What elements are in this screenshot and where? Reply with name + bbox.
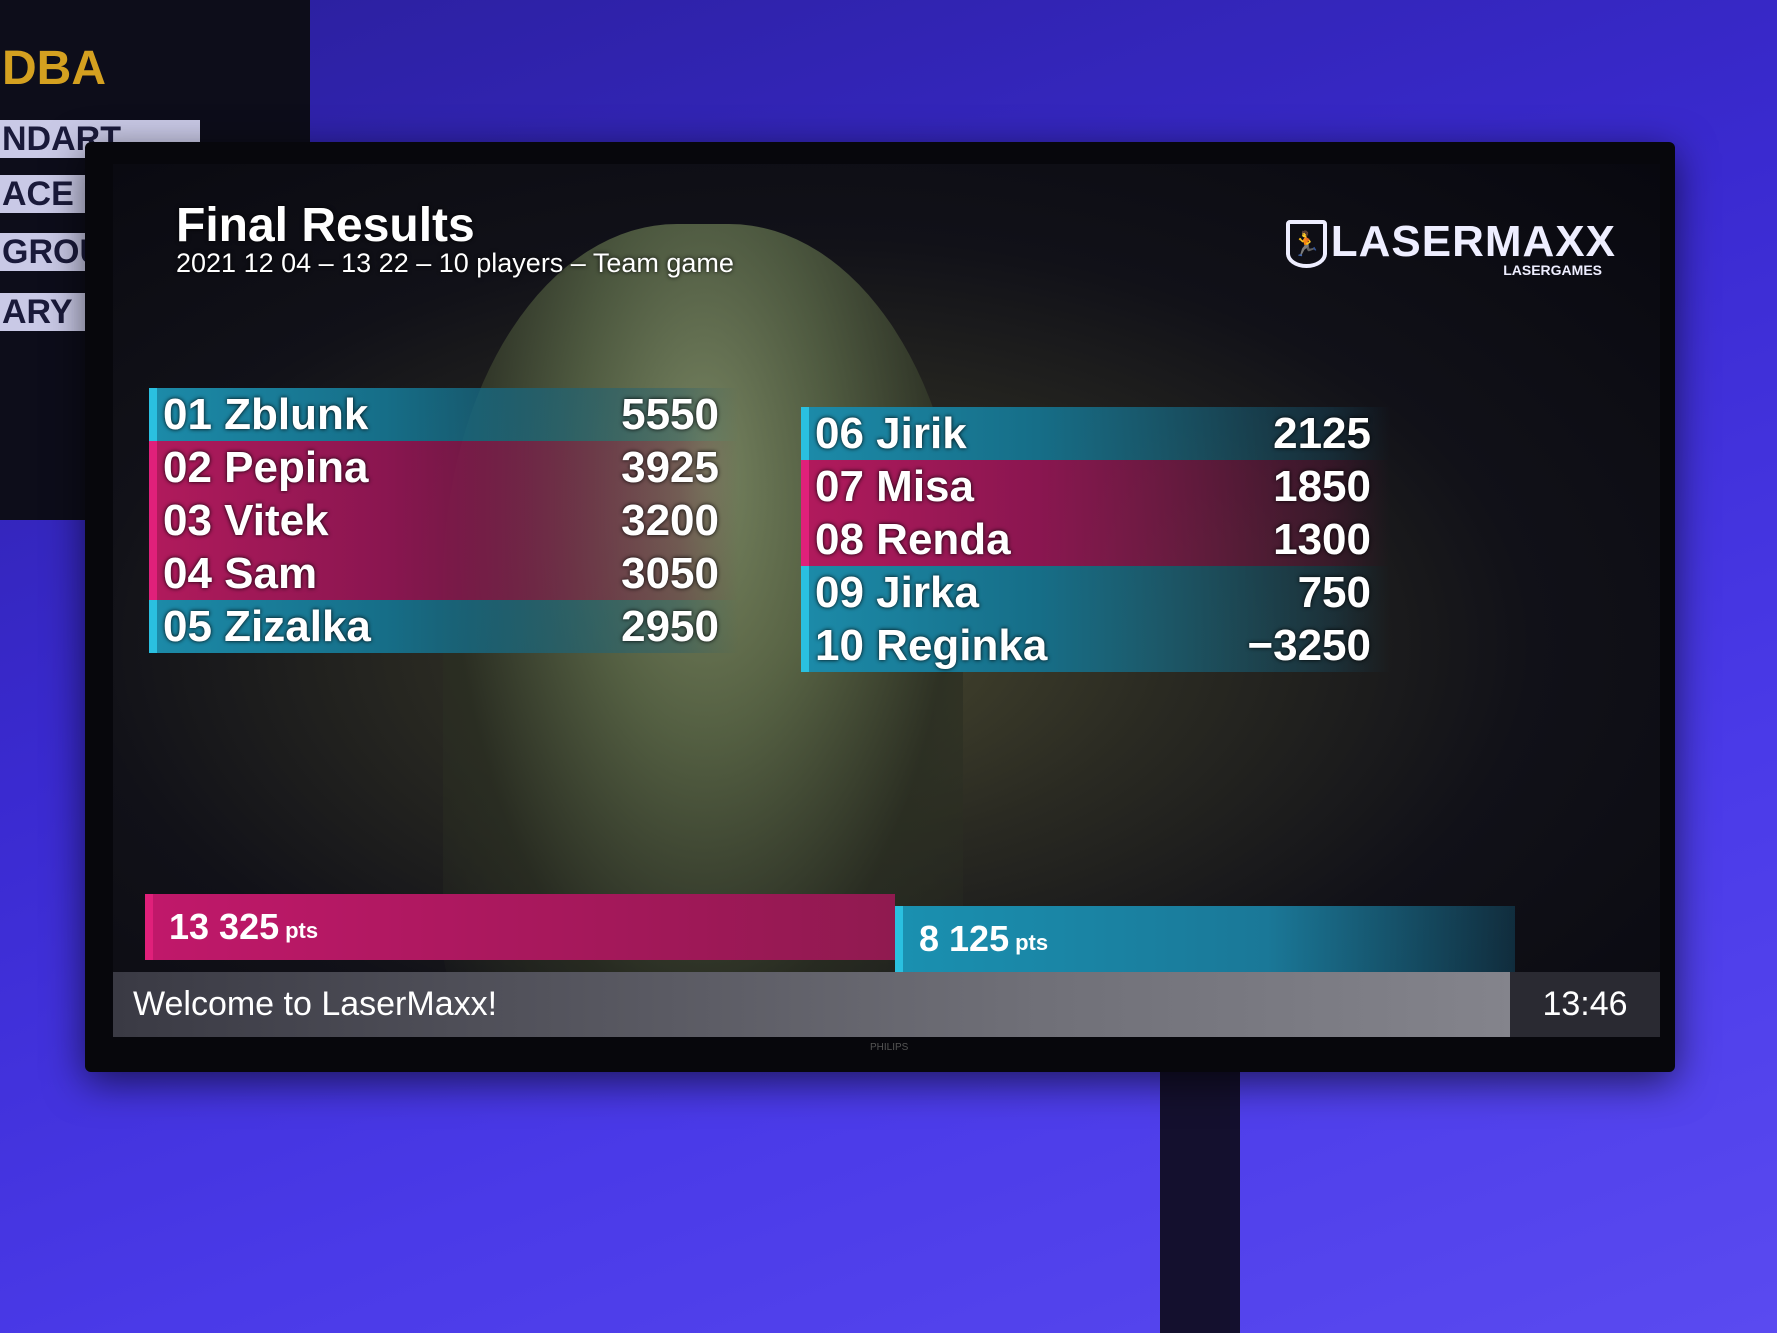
player-score: 3050 <box>621 548 719 598</box>
player-score: 5550 <box>621 389 719 439</box>
player-name: 04 Sam <box>163 548 318 598</box>
logo-name: LASERMAXX <box>1330 217 1616 266</box>
player-name: 01 Zblunk <box>163 389 369 439</box>
player-row: 05 Zizalka 2950 <box>149 600 739 653</box>
banner-text: DBA <box>2 42 106 95</box>
player-score: 2950 <box>621 601 719 651</box>
logo-tagline: LASERGAMES <box>1503 262 1602 278</box>
player-score: 3200 <box>621 495 719 545</box>
team-score-unit: pts <box>285 918 319 943</box>
player-name: 03 Vitek <box>163 495 329 545</box>
team-score-unit: pts <box>1015 930 1049 955</box>
player-score: 3925 <box>621 442 719 492</box>
player-score: 1300 <box>1273 514 1371 564</box>
player-name: 08 Renda <box>815 514 1011 564</box>
running-man-shield-icon: 🏃 <box>1286 220 1327 268</box>
player-name: 06 Jirik <box>815 408 967 458</box>
player-list-left: 01 Zblunk 5550 02 Pepina 3925 03 Vitek 3200 04… <box>149 388 739 653</box>
tv-stand <box>1160 1070 1240 1333</box>
player-row: 01 Zblunk 5550 <box>149 388 739 441</box>
page-title: Final Results <box>176 199 475 252</box>
team-score-value: 13 325 <box>169 906 280 947</box>
results-screen: Final Results 2021 12 04 – 13 22 – 10 pl… <box>113 164 1660 1037</box>
player-name: 07 Misa <box>815 461 974 511</box>
player-score: 750 <box>1297 567 1371 617</box>
game-info: 2021 12 04 – 13 22 – 10 players – Team g… <box>176 248 734 278</box>
player-row: 06 Jirik 2125 <box>801 407 1391 460</box>
team-score-blue: 8 125 pts <box>895 906 1515 972</box>
player-score: 1850 <box>1273 461 1371 511</box>
player-score: 2125 <box>1273 408 1371 458</box>
team-score-pink: 13 325 pts <box>145 894 895 960</box>
player-row: 09 Jirka 750 <box>801 566 1391 619</box>
welcome-message: Welcome to LaserMaxx! <box>133 985 498 1023</box>
player-name: 05 Zizalka <box>163 601 371 651</box>
player-row: 03 Vitek 3200 <box>149 494 739 547</box>
player-name: 09 Jirka <box>815 567 979 617</box>
player-name: 02 Pepina <box>163 442 369 492</box>
lasermaxx-logo: 🏃 LASERMAXX LASERGAMES <box>1286 220 1616 280</box>
player-score: −3250 <box>1247 620 1371 670</box>
player-row: 10 Reginka −3250 <box>801 619 1391 672</box>
player-row: 07 Misa 1850 <box>801 460 1391 513</box>
tv-brand: PHILIPS <box>870 1042 909 1053</box>
player-row: 08 Renda 1300 <box>801 513 1391 566</box>
clock: 13:46 <box>1510 972 1660 1037</box>
player-row: 04 Sam 3050 <box>149 547 739 600</box>
team-score-value: 8 125 <box>919 918 1010 959</box>
player-list-right: 06 Jirik 2125 07 Misa 1850 08 Renda 1300 09 Ji… <box>801 407 1391 672</box>
ticker-bar: Welcome to LaserMaxx! 13:46 <box>113 972 1660 1037</box>
player-name: 10 Reginka <box>815 620 1048 670</box>
player-row: 02 Pepina 3925 <box>149 441 739 494</box>
